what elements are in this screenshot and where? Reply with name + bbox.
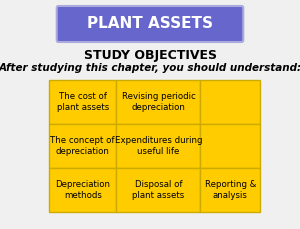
Text: Expenditures during
useful life: Expenditures during useful life (115, 136, 202, 156)
FancyBboxPatch shape (57, 6, 243, 42)
FancyBboxPatch shape (49, 80, 116, 124)
Text: Revising periodic
depreciation: Revising periodic depreciation (122, 92, 195, 112)
Text: STUDY OBJECTIVES: STUDY OBJECTIVES (83, 49, 217, 62)
FancyBboxPatch shape (200, 168, 260, 212)
Text: The concept of
depreciation: The concept of depreciation (50, 136, 115, 156)
Text: PLANT ASSETS: PLANT ASSETS (87, 16, 213, 32)
Text: Reporting &
analysis: Reporting & analysis (205, 180, 256, 200)
Text: Depreciation
methods: Depreciation methods (55, 180, 110, 200)
FancyBboxPatch shape (116, 80, 200, 124)
FancyBboxPatch shape (116, 168, 200, 212)
FancyBboxPatch shape (49, 124, 116, 168)
Text: The cost of
plant assets: The cost of plant assets (57, 92, 109, 112)
FancyBboxPatch shape (49, 168, 116, 212)
FancyBboxPatch shape (116, 124, 200, 168)
Text: After studying this chapter, you should understand:: After studying this chapter, you should … (0, 63, 300, 73)
FancyBboxPatch shape (200, 80, 260, 124)
FancyBboxPatch shape (200, 124, 260, 168)
Text: Disposal of
plant assets: Disposal of plant assets (132, 180, 184, 200)
